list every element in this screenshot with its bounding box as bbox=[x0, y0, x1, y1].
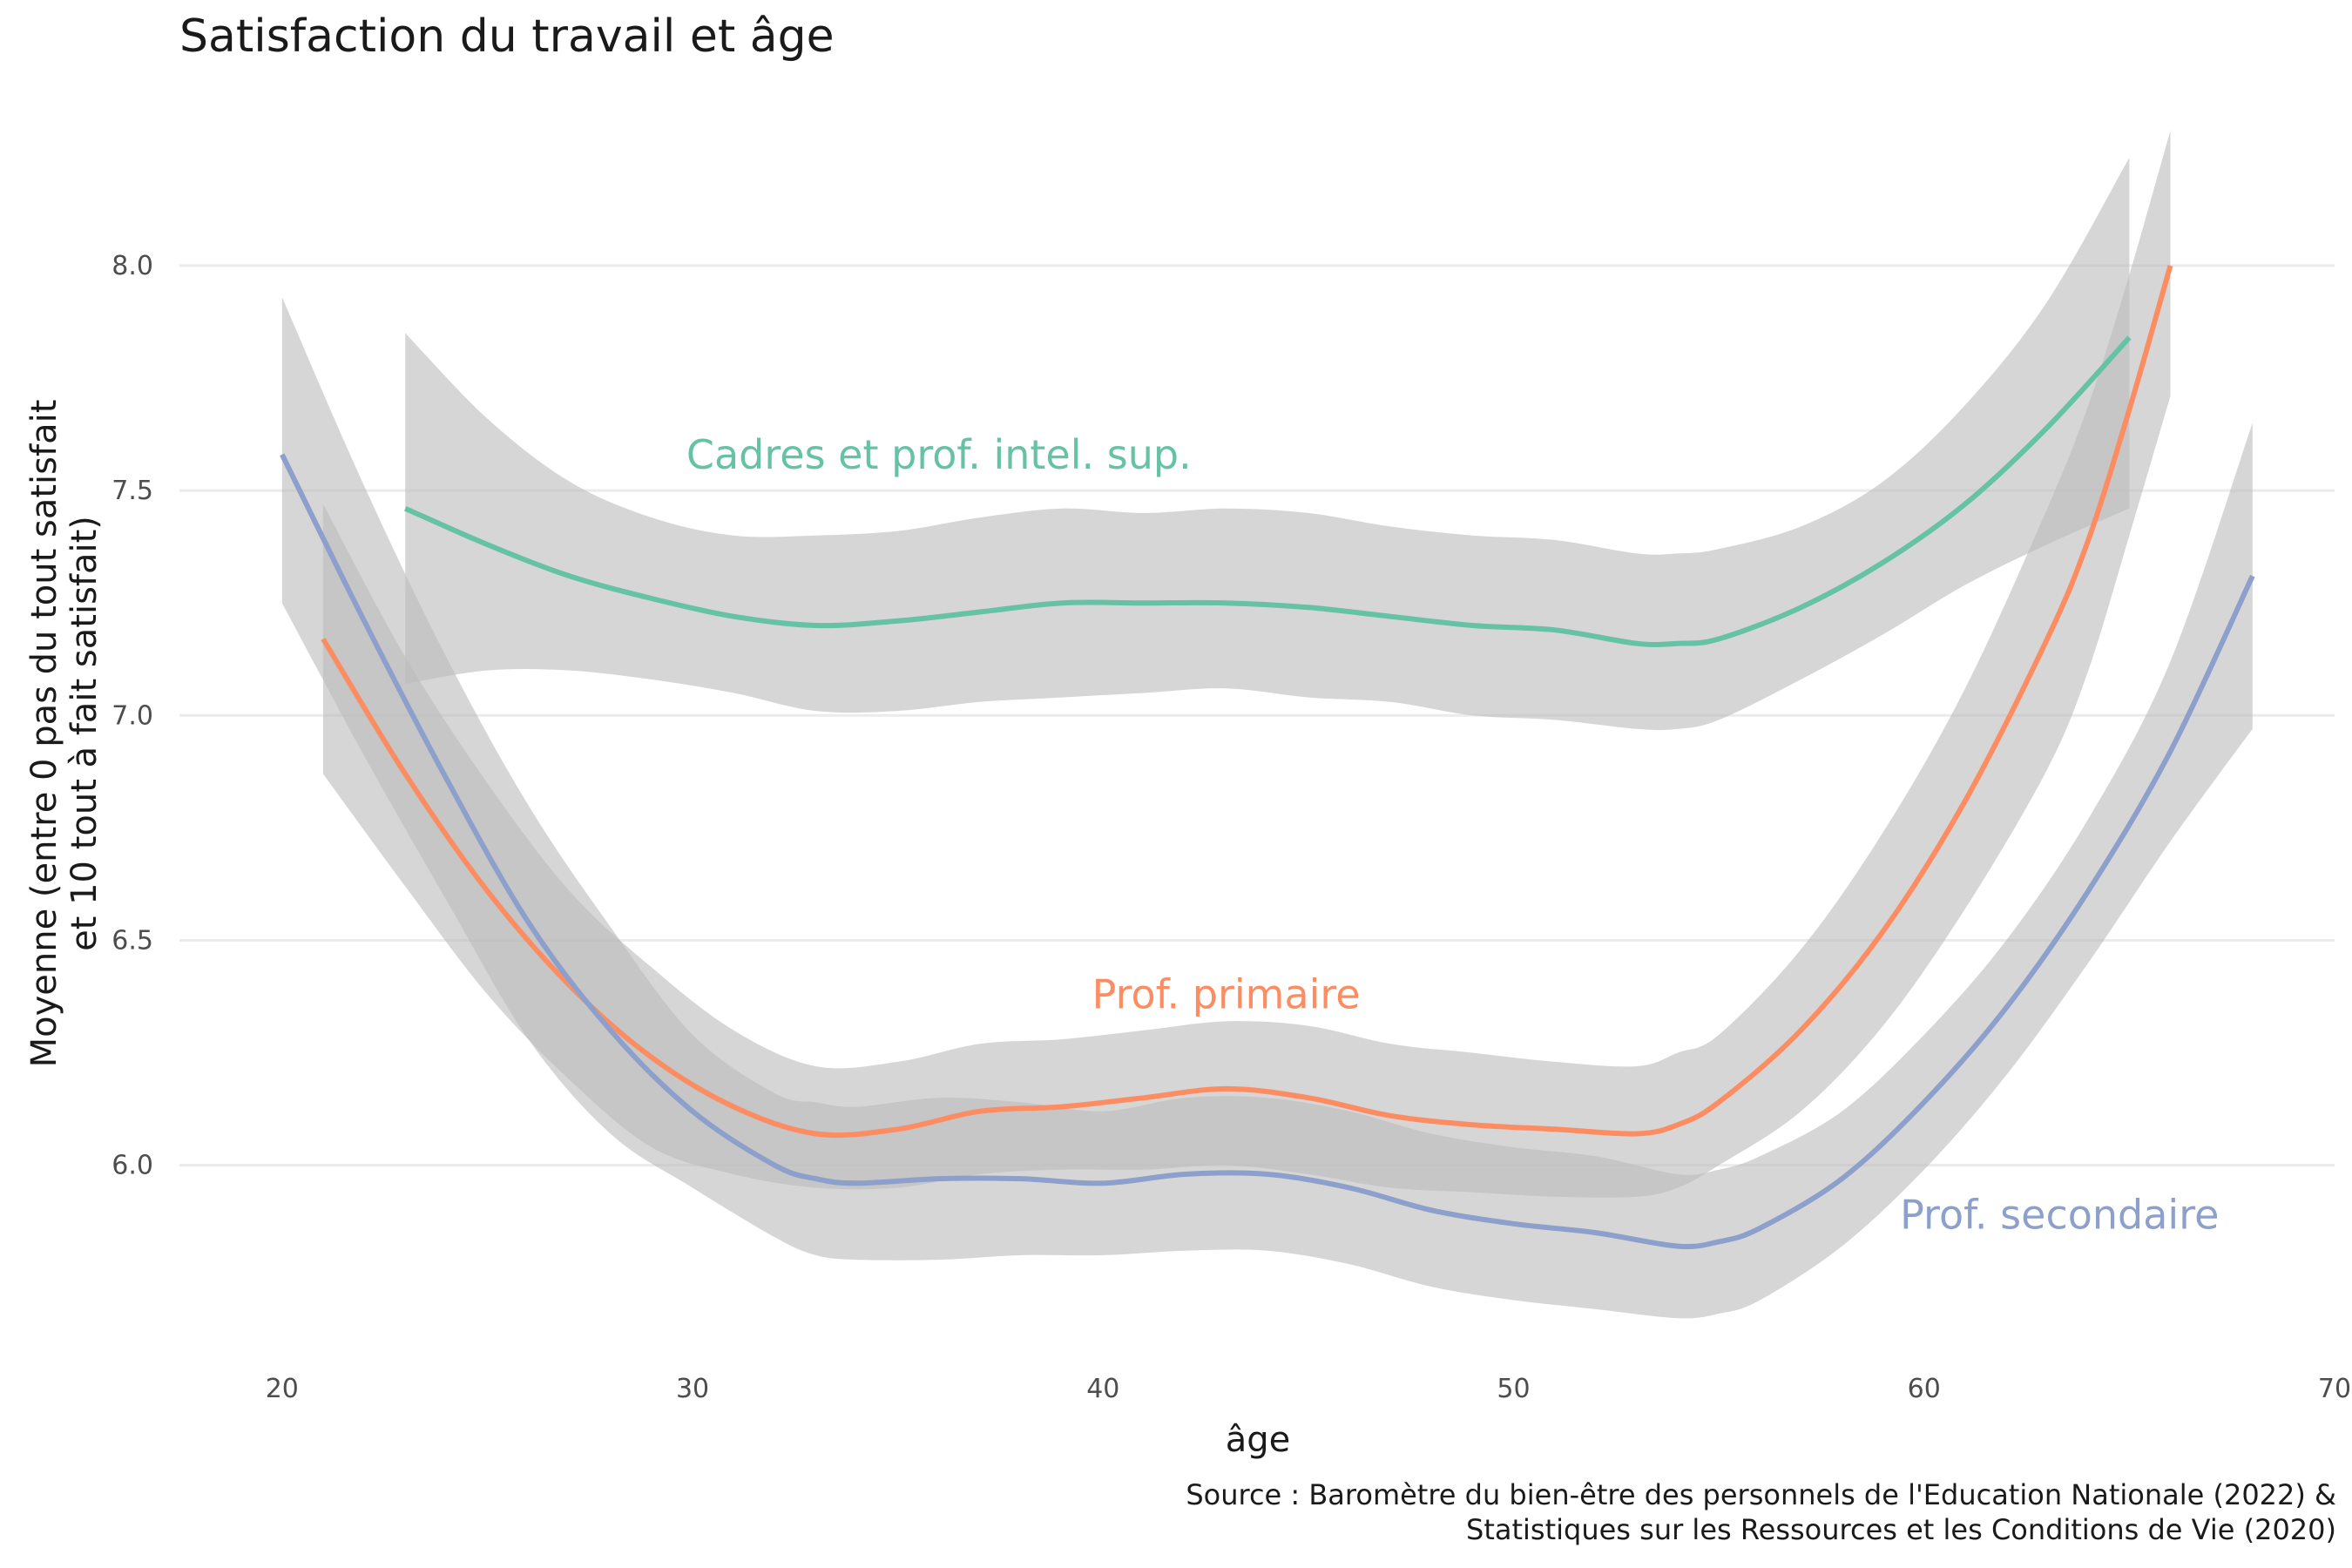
y-tick-label: 6.0 bbox=[112, 1151, 153, 1181]
x-axis-label: âge bbox=[1225, 1420, 1291, 1460]
confidence-band-0 bbox=[405, 158, 2130, 731]
x-tick-label: 20 bbox=[266, 1374, 299, 1404]
y-tick-label: 7.5 bbox=[112, 476, 153, 506]
x-tick-label: 30 bbox=[676, 1374, 709, 1404]
y-axis-label-line-1: Moyenne (entre 0 pas du tout satisfait bbox=[24, 399, 64, 1068]
x-tick-label: 50 bbox=[1497, 1374, 1530, 1404]
series-label-0: Cadres et prof. intel. sup. bbox=[686, 431, 1192, 478]
x-axis-ticks: 20 30 40 50 60 70 bbox=[266, 1374, 2351, 1404]
series-label-2: Prof. secondaire bbox=[1900, 1191, 2219, 1238]
y-tick-label: 6.5 bbox=[112, 925, 153, 956]
confidence-bands bbox=[281, 131, 2253, 1319]
series-labels: Cadres et prof. intel. sup. Prof. primair… bbox=[686, 431, 2220, 1239]
series-line-0 bbox=[403, 335, 2132, 648]
source-caption-line-1: Source : Baromètre du bien-être des pers… bbox=[1186, 1478, 2336, 1511]
series-line-1 bbox=[321, 265, 2173, 1139]
y-tick-label: 8.0 bbox=[112, 251, 153, 281]
series-line-2 bbox=[280, 453, 2255, 1250]
y-axis-label: Moyenne (entre 0 pas du tout satisfait e… bbox=[24, 400, 105, 1068]
x-tick-label: 40 bbox=[1086, 1374, 1119, 1404]
x-tick-label: 60 bbox=[1908, 1374, 1941, 1404]
y-axis-ticks: 6.0 6.5 7.0 7.5 8.0 bbox=[112, 251, 153, 1181]
confidence-band-2 bbox=[281, 297, 2253, 1319]
y-tick-label: 7.0 bbox=[112, 700, 153, 731]
x-tick-label: 70 bbox=[2318, 1374, 2351, 1404]
source-caption: Source : Baromètre du bien-être des pers… bbox=[1186, 1477, 2336, 1547]
source-caption-line-2: Statistiques sur les Ressources et les C… bbox=[1466, 1513, 2336, 1546]
y-axis-label-line-2: et 10 tout à fait satisfait) bbox=[64, 516, 105, 951]
chart-title: Satisfaction du travail et âge bbox=[179, 10, 835, 63]
series-label-1: Prof. primaire bbox=[1092, 970, 1361, 1017]
series-lines bbox=[280, 265, 2255, 1250]
